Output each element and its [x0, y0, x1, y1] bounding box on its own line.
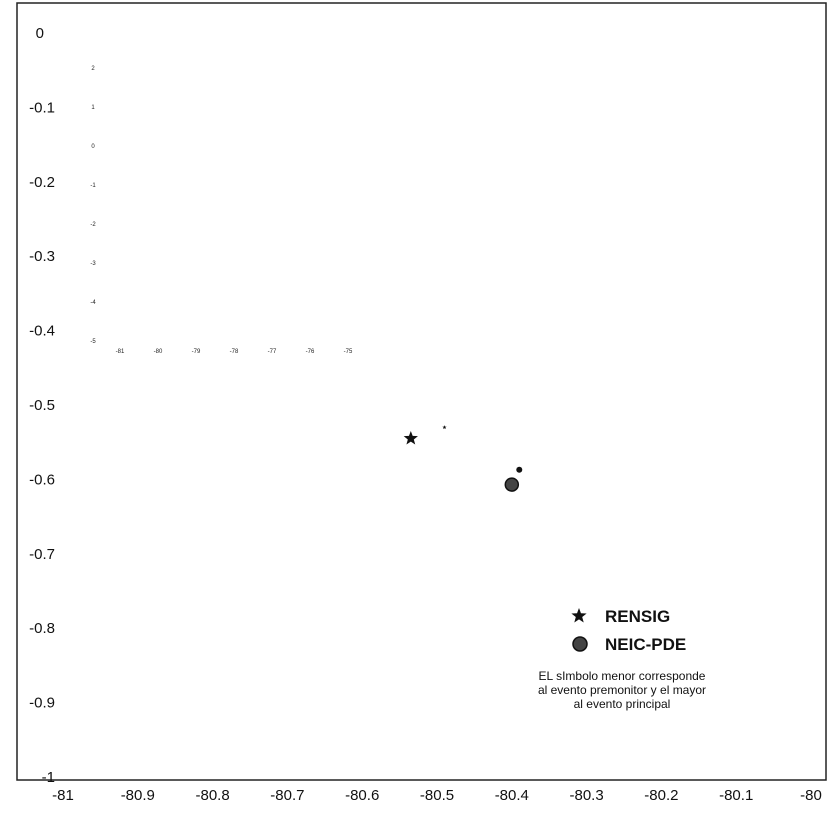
y-tick-label: -0.2: [29, 174, 55, 191]
y-tick-label: -0.8: [29, 620, 55, 637]
rensig-principal-point: [403, 430, 418, 445]
y-tick-label: -0.6: [29, 471, 55, 488]
y-axis-ticks: 0 -0.1 -0.2 -0.3 -0.4 -0.5 -0.6 -0.7 -0.8 -0.9 -1: [29, 25, 55, 786]
inset-y-tick-label: -2: [90, 222, 96, 228]
x-tick-label: -80.1: [719, 787, 753, 804]
legend-neic-pde-icon: [572, 636, 588, 652]
y-tick-label: -0.3: [29, 248, 55, 265]
legend-label-neic-pde: NEIC-PDE: [605, 635, 686, 654]
x-tick-label: -80.2: [644, 787, 678, 804]
x-tick-label: -80.9: [121, 787, 155, 804]
legend: RENSIG NEIC-PDE EL sImbolo menor correspon…: [538, 607, 706, 711]
inset-x-tick-label: -79: [192, 349, 201, 355]
inset-y-tick-label: -4: [90, 300, 96, 306]
x-tick-label: -80.7: [270, 787, 304, 804]
inset-y-tick-label: -1: [90, 183, 96, 189]
x-tick-label: -81: [52, 787, 74, 804]
legend-note-line: EL sImbolo menor corresponde: [539, 669, 706, 683]
inset-y-tick-label: 0: [91, 144, 95, 150]
inset-x-tick-label: -76: [306, 349, 315, 355]
neic-pde-premonitor-point: [516, 466, 523, 473]
plot-frame: [16, 2, 827, 781]
x-tick-label: -80.4: [495, 787, 529, 804]
y-tick-label: -0.4: [29, 323, 55, 340]
y-tick-label: -0.7: [29, 546, 55, 563]
legend-note-line: al evento premonitor y el mayor: [538, 683, 706, 697]
inset-x-tick-label: -80: [154, 349, 163, 355]
inset-x-tick-label: -75: [344, 349, 353, 355]
x-tick-label: -80.5: [420, 787, 454, 804]
inset-map-ticks: 2 1 0 -1 -2 -3 -4 -5 -81 -80 -79 -78 -77 -76 -75: [90, 66, 353, 355]
legend-note-line: al evento principal: [574, 697, 671, 711]
inset-y-tick-label: -3: [90, 261, 96, 267]
rensig-premonitor-point: [442, 425, 447, 430]
x-tick-label: -80.8: [195, 787, 229, 804]
neic-pde-principal-point: [504, 477, 520, 492]
inset-y-tick-label: -5: [90, 339, 96, 345]
x-tick-label: -80.6: [345, 787, 379, 804]
x-tick-label: -80: [800, 787, 822, 804]
inset-y-tick-label: 2: [91, 66, 95, 72]
y-tick-label: -0.1: [29, 99, 55, 116]
x-axis-ticks: -81 -80.9 -80.8 -80.7 -80.6 -80.5 -80.4 -80.3 -8…: [52, 787, 822, 804]
inset-x-tick-label: -77: [268, 349, 277, 355]
inset-y-tick-label: 1: [91, 105, 95, 111]
y-tick-label: -0.9: [29, 695, 55, 712]
x-tick-label: -80.3: [569, 787, 603, 804]
y-tick-label: -0.5: [29, 397, 55, 414]
y-tick-label: 0: [36, 25, 44, 42]
legend-label-rensig: RENSIG: [605, 607, 670, 626]
data-points: [403, 425, 523, 492]
inset-x-tick-label: -81: [116, 349, 125, 355]
y-tick-label: -1: [42, 769, 55, 786]
inset-x-tick-label: -78: [230, 349, 239, 355]
legend-rensig-icon: [571, 608, 587, 623]
